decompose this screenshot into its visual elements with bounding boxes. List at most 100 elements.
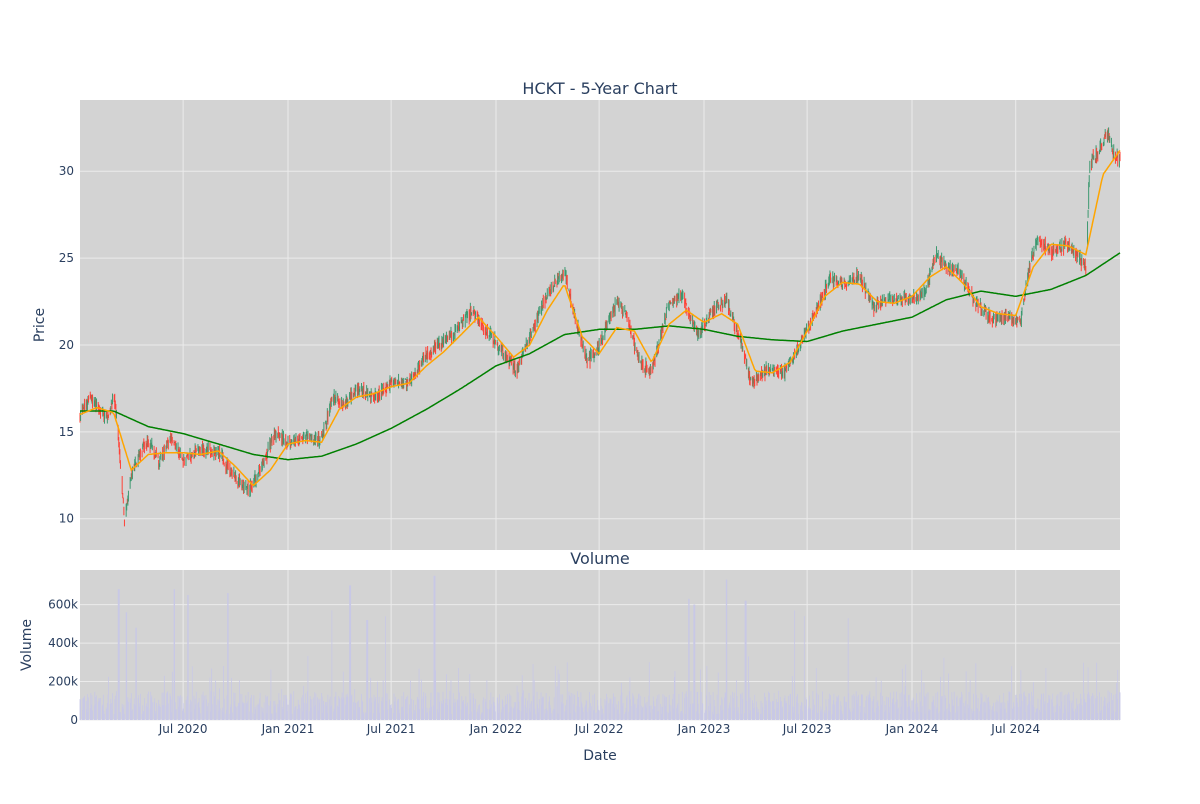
volume-bar: [649, 706, 651, 720]
volume-bar: [834, 704, 835, 720]
volume-bar: [420, 679, 422, 720]
volume-bar: [748, 656, 749, 720]
volume-bar: [913, 698, 915, 720]
volume-bar: [724, 692, 726, 720]
volume-bar: [182, 710, 183, 720]
volume-bar: [1059, 691, 1061, 720]
volume-bar: [1068, 694, 1070, 720]
volume-bar: [197, 703, 199, 720]
volume-bar: [556, 686, 558, 720]
volume-bar: [221, 710, 223, 720]
volume-bar: [929, 709, 931, 720]
volume-bar: [119, 712, 121, 720]
volume-bar: [896, 691, 898, 720]
volume-bar: [326, 712, 328, 720]
volume-bar: [402, 710, 404, 720]
volume-bar: [1097, 712, 1099, 720]
volume-bar: [533, 695, 535, 720]
volume-bar: [728, 705, 730, 720]
volume-bar: [358, 706, 360, 720]
volume-bar: [254, 707, 256, 720]
volume-bar: [422, 696, 424, 720]
volume-bar: [836, 696, 838, 720]
volume-bar: [566, 699, 568, 720]
volume-bar: [813, 699, 814, 720]
volume-bar: [394, 705, 396, 720]
volume-bar: [398, 698, 399, 720]
volume-bar: [920, 701, 921, 720]
volume-bar: [150, 697, 152, 720]
volume-bar: [840, 705, 842, 720]
volume-bar: [259, 692, 261, 720]
long-moving-average-line: [80, 252, 1121, 461]
volume-bar: [158, 706, 160, 720]
volume-bar: [885, 696, 887, 720]
volume-bar: [983, 702, 985, 720]
volume-bar: [573, 710, 575, 720]
volume-bar: [120, 712, 121, 720]
volume-bar: [953, 705, 954, 720]
volume-bar: [166, 693, 168, 720]
volume-bar: [730, 695, 732, 720]
volume-bar: [753, 707, 755, 720]
volume-bar: [620, 695, 622, 720]
volume-bar: [1099, 692, 1100, 720]
volume-bar: [1113, 694, 1115, 720]
volume-bar: [601, 714, 603, 720]
volume-bar: [313, 706, 315, 720]
volume-bar: [349, 585, 351, 720]
volume-bar: [1076, 705, 1078, 720]
volume-bar: [1088, 692, 1090, 720]
volume-bar: [1040, 693, 1042, 720]
volume-bar: [350, 695, 352, 720]
volume-bar: [750, 710, 752, 720]
volume-bar: [688, 598, 690, 720]
volume-bar: [792, 706, 794, 720]
volume-bar: [537, 712, 539, 720]
volume-bar: [365, 712, 367, 720]
volume-bar: [104, 714, 105, 720]
volume-bar: [646, 707, 647, 720]
volume-bar: [995, 702, 997, 720]
volume-bar: [832, 704, 834, 720]
volume-bar: [1063, 713, 1064, 720]
volume-bar: [939, 711, 941, 720]
volume-bar: [701, 691, 703, 720]
volume-bar: [341, 692, 343, 720]
volume-bar: [577, 697, 579, 720]
volume-bar: [893, 691, 895, 720]
volume-bar: [705, 710, 707, 720]
volume-bar: [513, 708, 515, 720]
volume-bar: [1015, 694, 1017, 720]
volume-bar: [124, 714, 125, 720]
volume-bar: [198, 702, 199, 720]
volume-bar: [704, 709, 706, 720]
volume-bar: [130, 702, 132, 720]
volume-bar: [973, 711, 975, 720]
volume-bar: [369, 711, 371, 720]
volume-bar: [321, 693, 323, 720]
volume-bar: [481, 712, 483, 720]
volume-bar: [987, 697, 989, 720]
volume-bar: [809, 708, 811, 720]
volume-bar: [782, 706, 784, 720]
volume-bar: [189, 704, 191, 720]
volume-bar: [309, 711, 311, 720]
volume-bar: [249, 697, 251, 720]
volume-bar: [321, 696, 323, 720]
volume-bar: [1109, 691, 1111, 720]
volume-bar: [616, 704, 618, 720]
volume-bar: [242, 703, 243, 720]
volume-bar: [366, 620, 368, 720]
volume-bar: [959, 698, 961, 720]
volume-bar: [876, 702, 878, 720]
volume-bar: [698, 713, 700, 720]
volume-bar: [721, 697, 723, 720]
volume-bar: [157, 705, 159, 720]
volume-bar: [976, 708, 978, 720]
volume-bar: [346, 693, 348, 720]
volume-bar: [1111, 693, 1112, 720]
volume-bar: [686, 696, 688, 720]
volume-bar: [329, 696, 331, 720]
volume-bar: [234, 701, 235, 720]
